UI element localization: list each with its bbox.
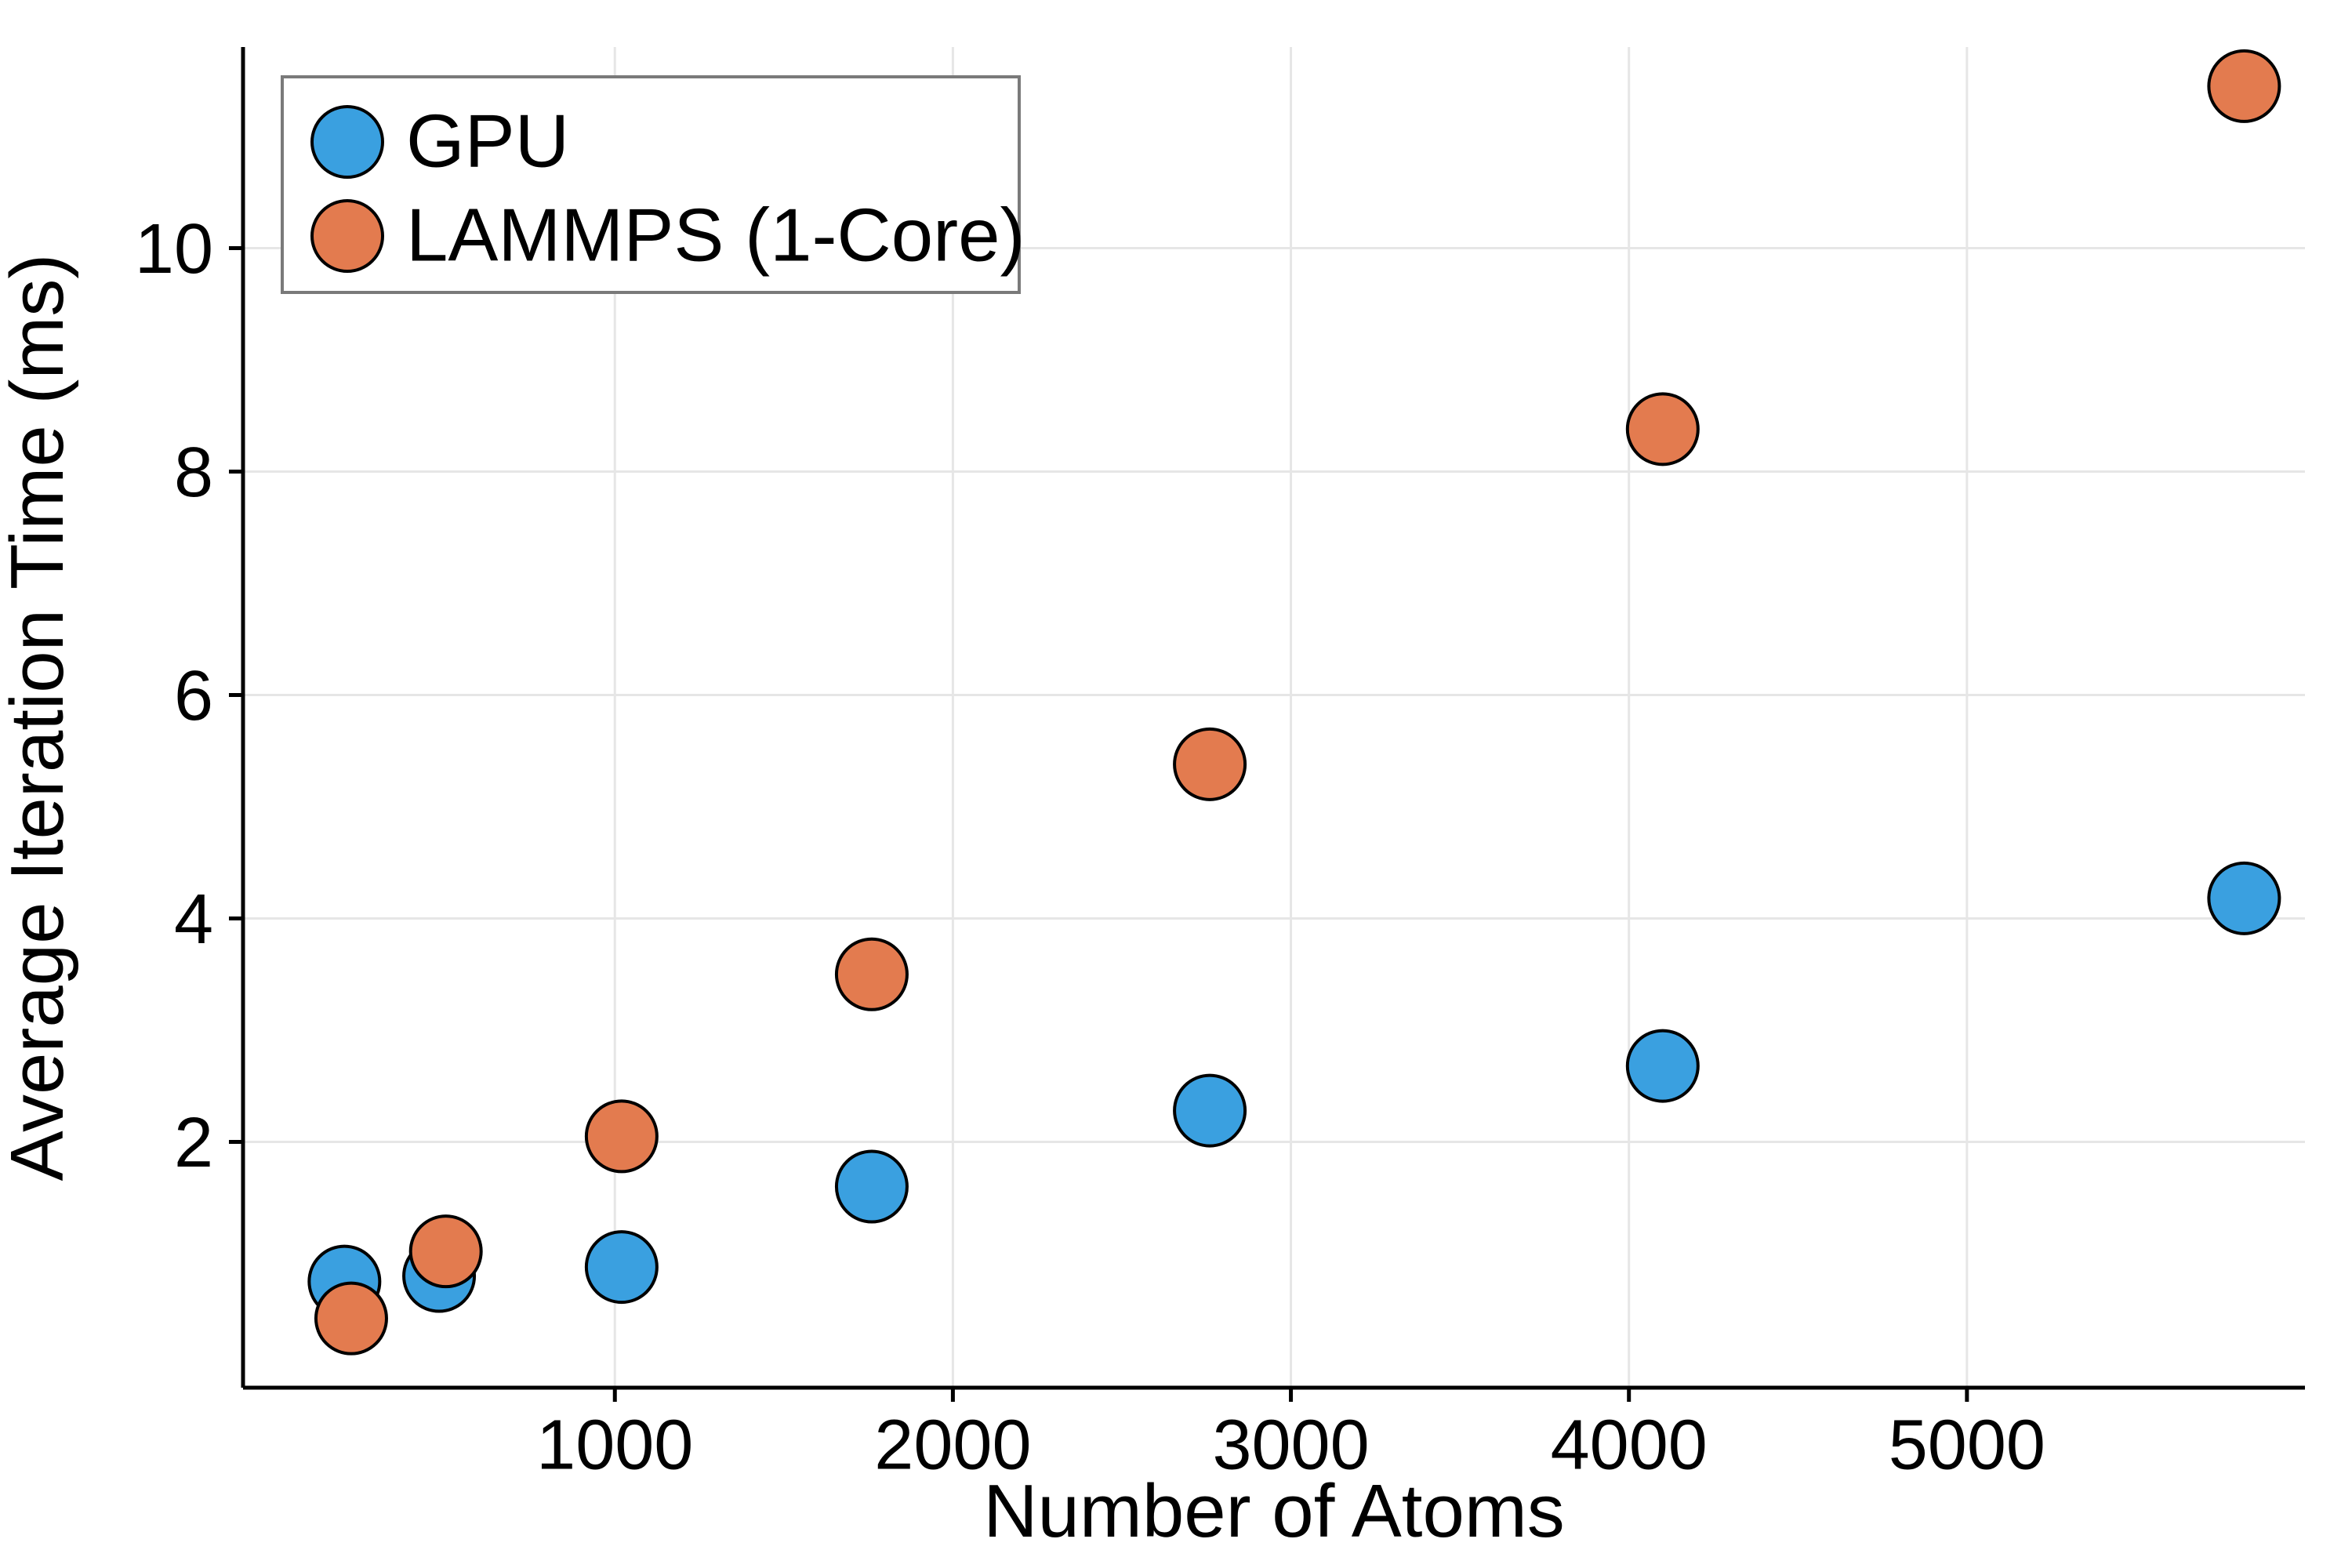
- legend-label: GPU: [406, 100, 569, 183]
- data-point: [1628, 394, 1698, 464]
- y-tick-label: 10: [135, 210, 213, 289]
- data-point: [586, 1101, 657, 1171]
- y-tick-label: 2: [174, 1104, 213, 1182]
- legend-marker-icon: [312, 107, 383, 177]
- iteration-time-scatter-chart: 10002000300040005000246810Number of Atom…: [0, 0, 2352, 1568]
- legend-marker-icon: [312, 201, 383, 271]
- data-point: [2209, 51, 2279, 122]
- x-tick-label: 5000: [1889, 1406, 2045, 1485]
- y-tick-label: 6: [174, 657, 213, 735]
- legend: GPU LAMMPS (1-Core): [282, 77, 1025, 292]
- data-point: [2209, 863, 2279, 934]
- data-point: [316, 1283, 387, 1354]
- data-point: [1628, 1031, 1698, 1102]
- y-axis-label: Average Iteration Time (ms): [0, 254, 79, 1181]
- y-tick-label: 8: [174, 434, 213, 512]
- x-tick-label: 4000: [1551, 1406, 1708, 1485]
- legend-label: LAMMPS (1-Core): [406, 194, 1025, 278]
- data-point: [1174, 1076, 1245, 1146]
- data-point: [1174, 729, 1245, 800]
- data-point: [411, 1216, 481, 1287]
- data-point: [837, 939, 907, 1010]
- x-tick-label: 1000: [536, 1406, 693, 1485]
- x-axis-label: Number of Atoms: [983, 1469, 1565, 1553]
- data-point: [837, 1152, 907, 1222]
- data-point: [586, 1232, 657, 1302]
- y-tick-label: 4: [174, 880, 213, 959]
